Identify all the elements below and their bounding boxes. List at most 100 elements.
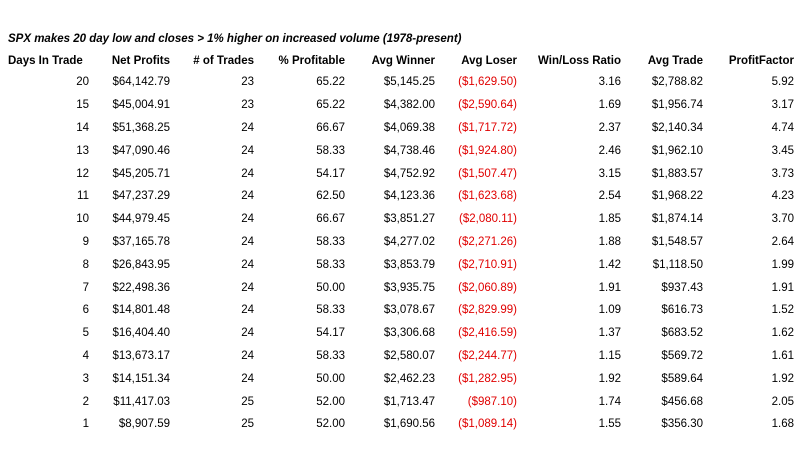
- cell-net-profits: $47,237.29: [112, 190, 170, 203]
- table-row: 13 $47,090.46 24 58.33 $4,738.46 ($1,924.80) 2…: [0, 139, 797, 162]
- cell-avg-loser: ($1,623.68): [458, 190, 517, 203]
- header-win-loss-ratio: Win/Loss Ratio: [538, 55, 621, 67]
- header-avg-loser: Avg Loser: [461, 55, 517, 67]
- cell-num-trades: 25: [241, 418, 254, 431]
- trade-statistics-table: Days In Trade Net Profits # of Trades % …: [0, 51, 797, 436]
- cell-profit-factor: 5.92: [771, 76, 794, 89]
- cell-win-loss-ratio: 1.88: [598, 235, 621, 248]
- cell-win-loss-ratio: 1.09: [598, 304, 621, 317]
- cell-days-in-trade: 2: [82, 395, 89, 408]
- cell-avg-loser: ($1,089.14): [458, 418, 517, 431]
- cell-avg-loser: ($2,060.89): [458, 281, 517, 294]
- cell-avg-trade: $569.72: [661, 349, 703, 362]
- table-row: 9 $37,165.78 24 58.33 $4,277.02 ($2,271.26) 1.…: [0, 231, 797, 254]
- header-days-in-trade: Days In Trade: [8, 55, 83, 67]
- cell-net-profits: $37,165.78: [112, 235, 170, 248]
- cell-avg-loser: ($1,717.72): [458, 121, 517, 134]
- header-row: Days In Trade Net Profits # of Trades % …: [0, 51, 797, 71]
- cell-avg-trade: $1,962.10: [651, 144, 703, 157]
- header-avg-winner: Avg Winner: [371, 55, 435, 67]
- table-row: 8 $26,843.95 24 58.33 $3,853.79 ($2,710.91) 1.…: [0, 253, 797, 276]
- cell-avg-trade: $1,118.50: [652, 258, 703, 271]
- cell-net-profits: $16,404.40: [112, 327, 170, 340]
- cell-days-in-trade: 10: [76, 213, 89, 226]
- cell-pct-profitable: 58.33: [316, 349, 345, 362]
- cell-profit-factor: 1.92: [771, 372, 794, 385]
- cell-num-trades: 23: [241, 99, 254, 112]
- cell-pct-profitable: 65.22: [316, 99, 345, 112]
- cell-avg-winner: $5,145.25: [383, 76, 435, 89]
- cell-days-in-trade: 6: [82, 304, 89, 317]
- cell-profit-factor: 1.91: [771, 281, 794, 294]
- cell-avg-winner: $2,462.23: [383, 372, 435, 385]
- cell-net-profits: $8,907.59: [118, 418, 170, 431]
- cell-profit-factor: 3.45: [771, 144, 794, 157]
- cell-avg-winner: $2,580.07: [383, 349, 435, 362]
- cell-win-loss-ratio: 1.55: [598, 418, 621, 431]
- cell-avg-trade: $1,874.14: [651, 213, 703, 226]
- cell-num-trades: 24: [241, 258, 254, 271]
- cell-pct-profitable: 65.22: [316, 76, 345, 89]
- header-profit-factor: ProfitFactor: [728, 55, 794, 67]
- cell-avg-winner: $1,713.47: [383, 395, 435, 408]
- cell-avg-winner: $3,851.27: [383, 213, 435, 226]
- table-row: 12 $45,205.71 24 54.17 $4,752.92 ($1,507.47) 3…: [0, 162, 797, 185]
- cell-avg-loser: ($2,590.64): [458, 99, 517, 112]
- cell-win-loss-ratio: 1.85: [598, 213, 621, 226]
- table-row: 10 $44,979.45 24 66.67 $3,851.27 ($2,080.11) 1…: [0, 208, 797, 231]
- table-row: 5 $16,404.40 24 54.17 $3,306.68 ($2,416.59) 1.…: [0, 322, 797, 345]
- cell-pct-profitable: 54.17: [316, 327, 345, 340]
- cell-avg-trade: $1,883.57: [651, 167, 703, 180]
- cell-win-loss-ratio: 2.46: [598, 144, 621, 157]
- cell-win-loss-ratio: 2.37: [598, 121, 621, 134]
- cell-num-trades: 24: [241, 372, 254, 385]
- cell-num-trades: 24: [241, 167, 254, 180]
- table-row: 15 $45,004.91 23 65.22 $4,382.00 ($2,590.64) 1…: [0, 94, 797, 117]
- cell-win-loss-ratio: 1.74: [598, 395, 621, 408]
- cell-profit-factor: 4.23: [771, 190, 794, 203]
- cell-num-trades: 24: [241, 304, 254, 317]
- cell-net-profits: $51,368.25: [112, 121, 170, 134]
- cell-net-profits: $26,843.95: [112, 258, 170, 271]
- table-title: SPX makes 20 day low and closes > 1% hig…: [8, 33, 462, 45]
- cell-days-in-trade: 1: [82, 418, 89, 431]
- cell-win-loss-ratio: 1.69: [598, 99, 621, 112]
- cell-net-profits: $45,205.71: [112, 167, 170, 180]
- cell-avg-winner: $1,690.56: [383, 418, 435, 431]
- cell-num-trades: 24: [241, 190, 254, 203]
- cell-net-profits: $14,151.34: [112, 372, 170, 385]
- cell-num-trades: 24: [241, 235, 254, 248]
- cell-days-in-trade: 4: [82, 349, 89, 362]
- cell-days-in-trade: 12: [76, 167, 89, 180]
- cell-avg-winner: $3,853.79: [383, 258, 435, 271]
- cell-avg-winner: $4,069.38: [383, 121, 435, 134]
- cell-avg-trade: $683.52: [661, 327, 703, 340]
- cell-net-profits: $14,801.48: [112, 304, 170, 317]
- cell-pct-profitable: 50.00: [316, 281, 345, 294]
- cell-pct-profitable: 52.00: [316, 395, 345, 408]
- cell-pct-profitable: 58.33: [316, 304, 345, 317]
- cell-avg-trade: $2,140.34: [651, 121, 703, 134]
- cell-pct-profitable: 58.33: [316, 235, 345, 248]
- cell-profit-factor: 2.05: [771, 395, 794, 408]
- cell-avg-trade: $937.43: [661, 281, 703, 294]
- table-row: 14 $51,368.25 24 66.67 $4,069.38 ($1,717.72) 2…: [0, 117, 797, 140]
- table-row: 2 $11,417.03 25 52.00 $1,713.47 ($987.10) 1.74…: [0, 390, 797, 413]
- cell-days-in-trade: 20: [76, 76, 89, 89]
- cell-net-profits: $22,498.36: [112, 281, 170, 294]
- table-row: 11 $47,237.29 24 62.50 $4,123.36 ($1,623.68) 2…: [0, 185, 797, 208]
- cell-num-trades: 24: [241, 327, 254, 340]
- cell-days-in-trade: 8: [82, 258, 89, 271]
- cell-avg-winner: $4,382.00: [383, 99, 435, 112]
- header-net-profits: Net Profits: [111, 55, 170, 67]
- cell-net-profits: $47,090.46: [112, 144, 170, 157]
- cell-avg-loser: ($2,244.77): [458, 349, 517, 362]
- table-header: Days In Trade Net Profits # of Trades % …: [0, 51, 797, 71]
- cell-num-trades: 25: [241, 395, 254, 408]
- cell-profit-factor: 1.99: [771, 258, 794, 271]
- cell-net-profits: $44,979.45: [112, 213, 170, 226]
- cell-avg-winner: $4,752.92: [383, 167, 435, 180]
- table-row: 4 $13,673.17 24 58.33 $2,580.07 ($2,244.77) 1.…: [0, 345, 797, 368]
- cell-pct-profitable: 62.50: [316, 190, 345, 203]
- cell-pct-profitable: 54.17: [316, 167, 345, 180]
